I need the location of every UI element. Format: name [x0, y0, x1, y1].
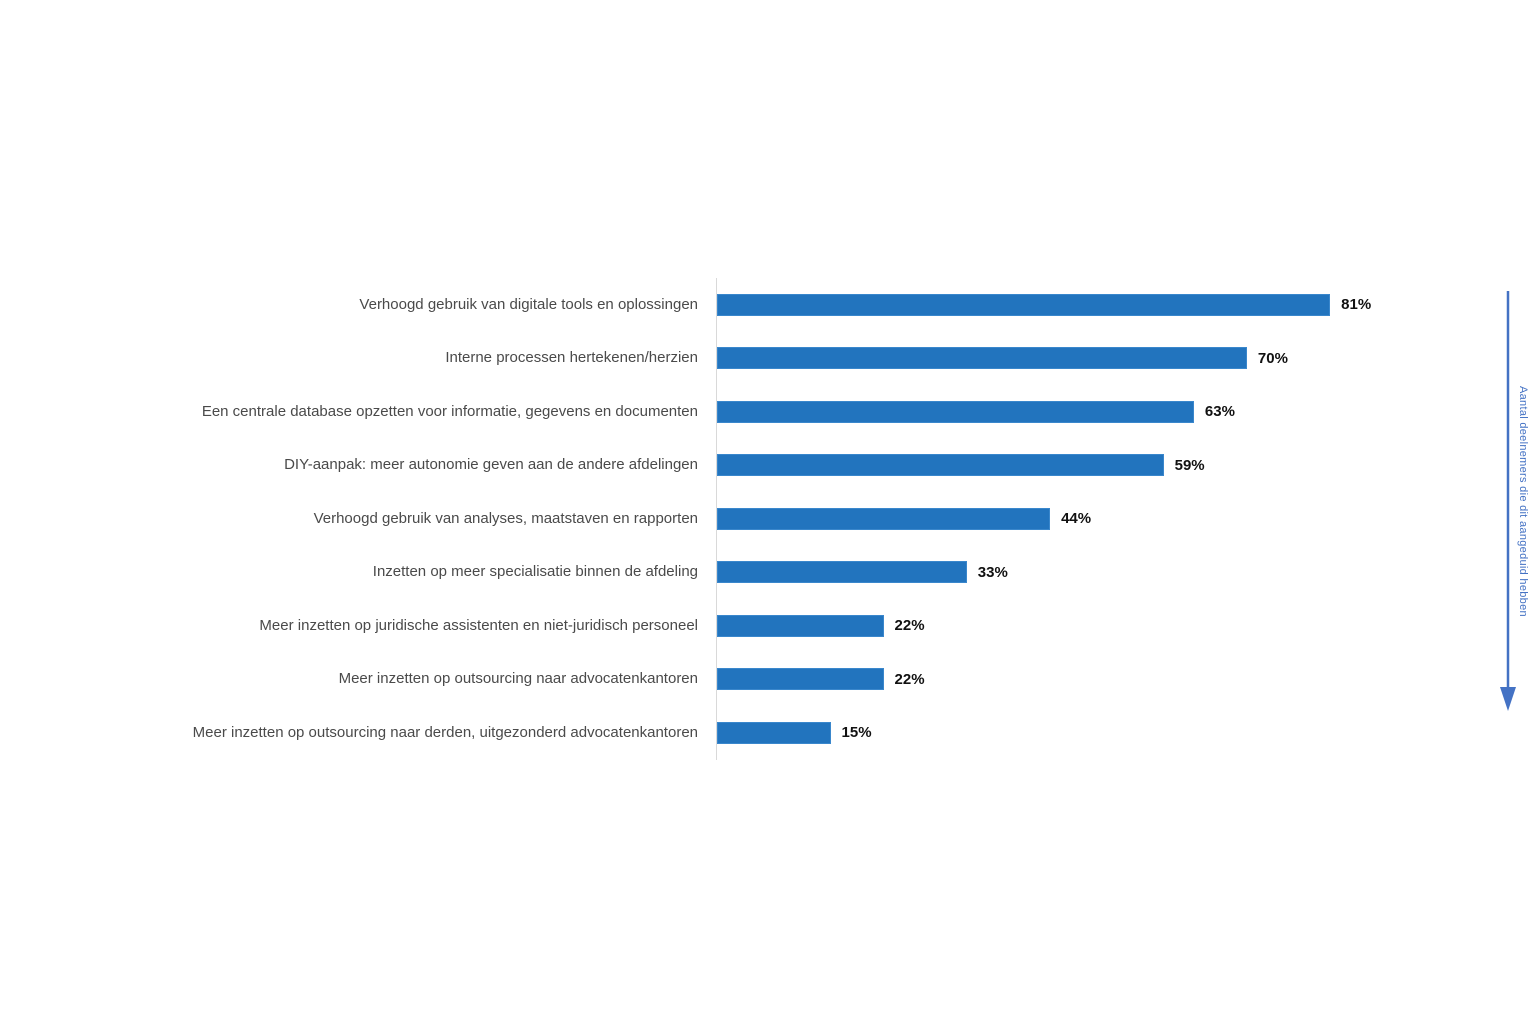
value-label: 44% [1061, 510, 1092, 528]
bar-track: 22% [716, 652, 1474, 706]
value-label: 59% [1174, 456, 1205, 474]
bar-track: 22% [716, 599, 1474, 653]
bar [717, 668, 884, 691]
bar [717, 400, 1194, 423]
bar [717, 347, 1247, 370]
bar-track: 44% [716, 492, 1474, 546]
value-label: 22% [894, 670, 925, 688]
bar-row: Meer inzetten op outsourcing naar advoca… [0, 652, 1500, 706]
bar-row: Een centrale database opzetten voor info… [0, 385, 1500, 439]
category-label: Een centrale database opzetten voor info… [201, 402, 698, 420]
category-label: Meer inzetten op outsourcing naar advoca… [338, 670, 698, 688]
category-label: DIY-aanpak: meer autonomie geven aan de … [284, 456, 698, 474]
bar-row: Interne processen hertekenen/herzien 70% [0, 331, 1500, 385]
category-label: Verhoogd gebruik van analyses, maatstave… [313, 509, 698, 527]
category-label: Meer inzetten op juridische assistenten … [259, 616, 698, 634]
bar-track: 59% [716, 438, 1474, 492]
bar [717, 561, 967, 584]
bar [717, 293, 1331, 316]
value-label: 22% [894, 617, 925, 635]
bar [717, 507, 1051, 530]
category-label: Inzetten op meer specialisatie binnen de… [372, 563, 698, 581]
bar-row: Inzetten op meer specialisatie binnen de… [0, 545, 1500, 599]
value-label: 33% [977, 563, 1008, 581]
chart-rows: Verhoogd gebruik van digitale tools en o… [0, 278, 1500, 760]
value-label: 63% [1204, 403, 1235, 421]
bar-track: 33% [716, 545, 1474, 599]
bar-row: Verhoogd gebruik van analyses, maatstave… [0, 492, 1500, 546]
bar-track: 81% [716, 278, 1474, 332]
bar [717, 614, 884, 637]
category-label: Verhoogd gebruik van digitale tools en o… [359, 295, 698, 313]
value-label: 81% [1341, 296, 1372, 314]
category-label: Interne processen hertekenen/herzien [445, 349, 698, 367]
bar-row: DIY-aanpak: meer autonomie geven aan de … [0, 438, 1500, 492]
bar-row: Verhoogd gebruik van digitale tools en o… [0, 278, 1500, 332]
axis-annotation: Aantal deelnemers die dit aangeduid hebb… [1517, 385, 1529, 617]
bar-row: Meer inzetten op juridische assistenten … [0, 599, 1500, 653]
bar-track: 70% [716, 331, 1474, 385]
down-arrow-icon [1500, 291, 1516, 711]
bar [717, 721, 831, 744]
bar-row: Meer inzetten op outsourcing naar derden… [0, 706, 1500, 760]
bar-track: 15% [716, 706, 1474, 760]
category-label: Meer inzetten op outsourcing naar derden… [192, 723, 698, 741]
bar [717, 454, 1164, 477]
bar-track: 63% [716, 385, 1474, 439]
value-label: 70% [1257, 349, 1288, 367]
value-label: 15% [841, 724, 872, 742]
